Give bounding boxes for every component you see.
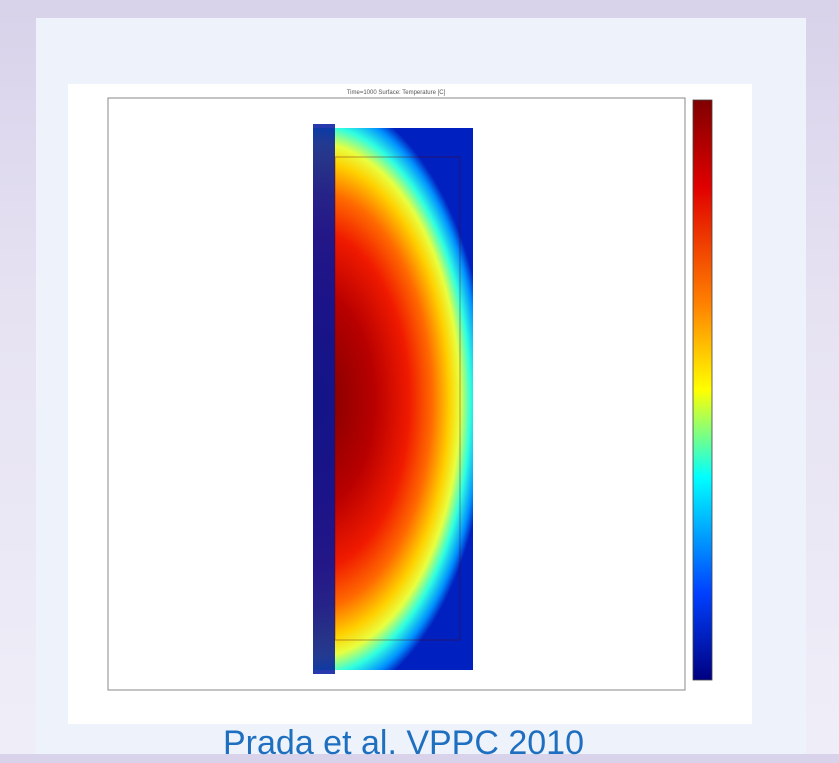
domain-edge [313, 124, 335, 674]
axes-box [107, 97, 686, 691]
plot-title: Time=1000 Surface: Temperature [C] [347, 90, 446, 96]
temperature-plot: Time=1000 Surface: Temperature [C] [68, 84, 752, 724]
inner-boundary [334, 156, 461, 641]
temperature-field [313, 128, 473, 670]
colorbar [692, 99, 713, 681]
caption: Prada et al. VPPC 2010 [223, 724, 585, 762]
